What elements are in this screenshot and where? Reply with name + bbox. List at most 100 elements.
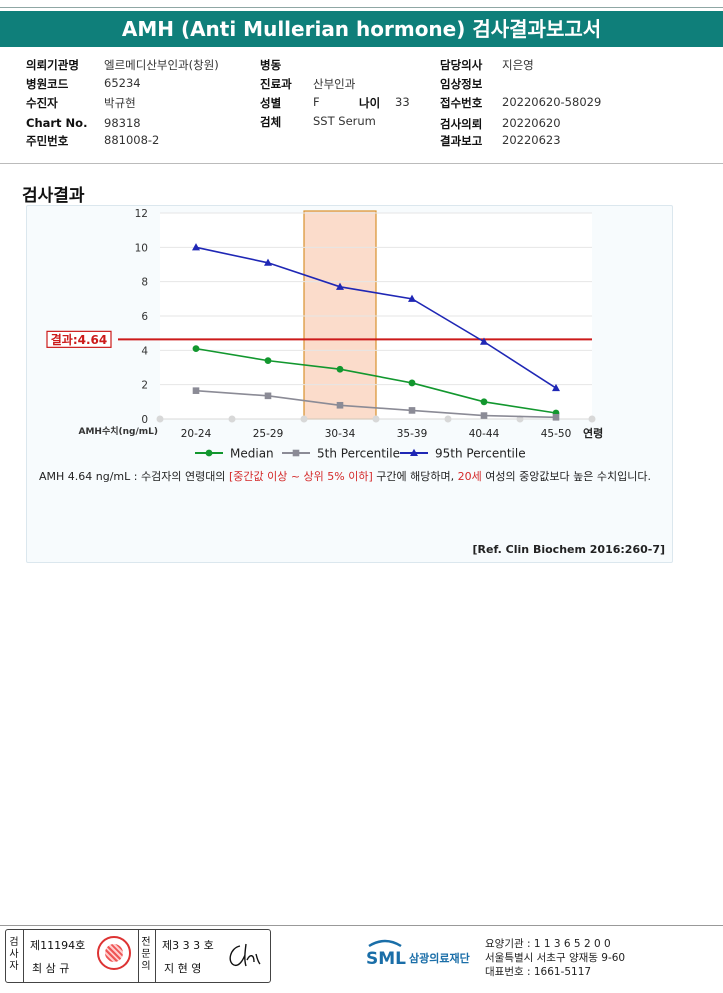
- result-text-part: 구간에 해당하며,: [372, 470, 458, 483]
- data-point: [480, 398, 488, 406]
- info-label: 검체: [260, 115, 282, 129]
- y-tick-label: 4: [141, 345, 148, 357]
- divider: [138, 930, 139, 982]
- data-point: [336, 365, 344, 373]
- y-tick-label: 2: [141, 380, 148, 392]
- info-label: 결과보고: [440, 134, 483, 148]
- examiner-license: 제11194호: [30, 939, 86, 952]
- legend-marker: [410, 448, 418, 456]
- info-value: 33: [395, 95, 410, 109]
- info-value: 98318: [104, 116, 141, 130]
- x-axis-end-label: 연령: [583, 426, 603, 440]
- y-tick-label: 6: [141, 311, 148, 323]
- x-tick-label: 40-44: [469, 428, 500, 440]
- info-label: 검사의뢰: [440, 117, 483, 131]
- specialist-license: 제3 3 3 호: [162, 939, 214, 952]
- institution-address: 서울특별시 서초구 양재동 9-60: [485, 952, 626, 964]
- specialist-name: 지 현 영: [164, 962, 202, 975]
- info-label: 접수번호: [440, 96, 483, 110]
- institution-code: 요양기관 : 1 1 3 6 5 2 0 0: [485, 938, 611, 950]
- x-axis-dot: [300, 415, 308, 423]
- result-description: AMH 4.64 ng/mL : 수검자의 연령대의 [중간값 이상 ~ 상위 …: [39, 468, 679, 485]
- series-line: [195, 347, 557, 414]
- y-tick-label: 0: [141, 414, 148, 426]
- result-age: 20세: [457, 470, 482, 483]
- info-label: 주민번호: [26, 134, 69, 148]
- data-point: [480, 337, 488, 345]
- logo-subtext: 삼광의료재단: [409, 951, 470, 965]
- logo-text: SML: [366, 949, 406, 969]
- data-point: [408, 294, 416, 302]
- signature-box: 검사자 제11194호 최 삼 규 전문의 제3 3 3 호 지 현 영: [5, 929, 271, 983]
- sml-logo: SML 삼광의료재단: [366, 937, 476, 973]
- x-axis-dot: [156, 415, 164, 423]
- data-point: [264, 357, 272, 365]
- report-title: AMH (Anti Mullerian hormone) 검사결과보고서: [0, 11, 723, 47]
- x-tick-label: 45-50: [541, 428, 572, 440]
- result-text-part: AMH 4.64 ng/mL : 수검자의 연령대의: [39, 470, 229, 483]
- x-tick-label: 20-24: [181, 428, 212, 440]
- info-value: 지은영: [502, 58, 534, 72]
- data-point: [336, 282, 344, 290]
- seal-stamp: [97, 936, 131, 970]
- series-line: [195, 246, 557, 389]
- y-axis-label: AMH수치(ng/mL): [79, 425, 159, 437]
- divider: [155, 930, 156, 982]
- amh-chart: 0 2 4 6 8 10 12 20-24 25-29 30-34 35-39 40-44 45-50 연…: [46, 208, 603, 461]
- label-specialist-text: 전문의: [141, 937, 151, 972]
- data-point: [408, 407, 416, 414]
- label-examiner: 검사자: [7, 937, 21, 973]
- legend-label: 5th Percentile: [317, 447, 400, 461]
- info-value: 20220623: [502, 133, 561, 147]
- x-axis-dot: [372, 415, 380, 423]
- info-label: 병동: [260, 58, 282, 72]
- legend-marker: [205, 449, 213, 457]
- result-text-part: 여성의 중앙값보다 높은 수치입니다.: [481, 470, 652, 483]
- info-value: 20220620: [502, 116, 561, 130]
- y-tick-label: 8: [141, 277, 148, 289]
- info-value: 박규현: [104, 96, 136, 110]
- legend-label: 95th Percentile: [435, 447, 526, 461]
- data-point: [552, 413, 560, 421]
- info-label: 의뢰기관명: [26, 58, 79, 72]
- x-axis-dot: [444, 415, 452, 423]
- info-value: 20220620-58029: [502, 95, 602, 109]
- data-point: [192, 345, 200, 353]
- divider: [23, 930, 24, 982]
- label-specialist: 전문의: [139, 937, 153, 973]
- y-tick-label: 12: [135, 208, 148, 220]
- info-label: 나이: [359, 96, 381, 110]
- data-point: [192, 243, 200, 251]
- result-range: [중간값 이상 ~ 상위 5% 이하]: [228, 470, 373, 483]
- institution-info: 요양기관 : 1 1 3 6 5 2 0 0 서울특별시 서초구 양재동 9-6…: [485, 937, 625, 979]
- legend-label: Median: [230, 447, 274, 461]
- info-label: 성별: [260, 96, 282, 110]
- institution-phone: 대표번호 : 1661-5117: [485, 966, 592, 978]
- section-title: 검사결과: [22, 186, 85, 206]
- x-tick-label: 30-34: [325, 428, 356, 440]
- divider: [0, 163, 723, 164]
- data-point: [552, 383, 560, 392]
- result-label-box: [46, 330, 112, 348]
- data-point: [264, 392, 272, 400]
- info-value: F: [313, 95, 320, 109]
- patient-info: 의뢰기관명 엘르메디산부인과(창원) 병원코드 65234 수진자 박규현 Ch…: [0, 55, 723, 155]
- reference: [Ref. Clin Biochem 2016:260-7]: [472, 543, 665, 556]
- handwritten-signature: [229, 943, 261, 967]
- label-examiner-text: 검사자: [9, 937, 19, 972]
- info-value: 65234: [104, 76, 141, 90]
- data-point: [192, 387, 200, 394]
- info-label: 진료과: [260, 77, 292, 91]
- y-tick-label: 10: [135, 242, 148, 254]
- data-point: [336, 401, 344, 409]
- logo-mark-icon: SML 삼광의료재단: [366, 939, 470, 969]
- x-tick-label: 35-39: [397, 428, 428, 440]
- x-axis-dot: [228, 415, 236, 423]
- x-axis-dot: [588, 415, 596, 423]
- info-label: 담당의사: [440, 58, 483, 72]
- data-point: [480, 412, 488, 419]
- examiner-name: 최 삼 규: [32, 962, 70, 975]
- top-rule: [0, 7, 723, 8]
- info-label: 수진자: [26, 96, 58, 110]
- info-label: Chart No.: [26, 116, 88, 130]
